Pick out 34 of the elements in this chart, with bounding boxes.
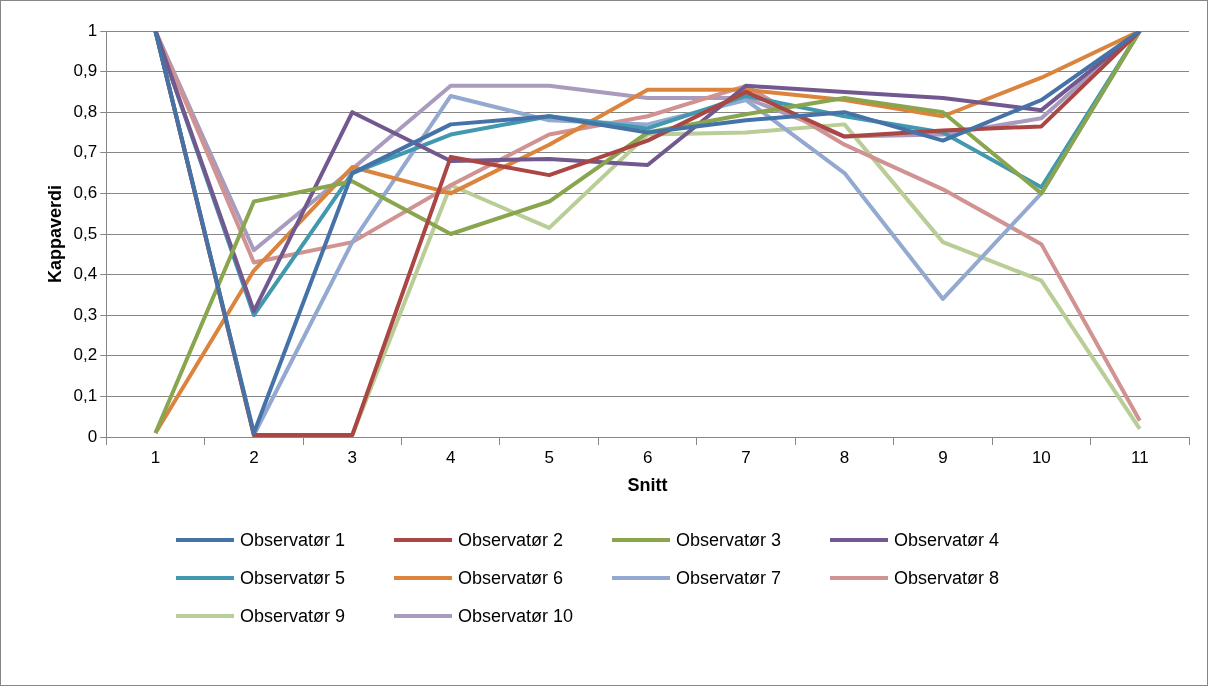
legend-label: Observatør 6	[458, 567, 564, 589]
legend-label: Observatør 3	[676, 529, 782, 551]
y-tick-label: 0,9	[73, 61, 98, 81]
y-tick-label: 0,2	[73, 345, 98, 365]
y-tick-label: 0,3	[73, 304, 98, 324]
y-tick-label: 0,1	[73, 386, 98, 406]
x-tick-label: 11	[1130, 447, 1149, 467]
y-tick-label: 0,6	[73, 183, 98, 203]
x-tick-label: 3	[347, 447, 358, 467]
y-tick-label: 0,7	[73, 142, 98, 162]
y-tick-label: 0,5	[73, 223, 98, 243]
x-axis-title: Snitt	[627, 475, 668, 496]
legend-label: Observatør 8	[894, 567, 1000, 589]
y-tick-label: 0,8	[73, 101, 98, 121]
x-tick-label: 10	[1031, 447, 1051, 467]
y-tick-label: 0	[87, 426, 98, 446]
y-tick-label: 0,4	[73, 264, 98, 284]
x-tick-label: 7	[741, 447, 751, 467]
x-tick-label: 8	[839, 447, 850, 467]
x-tick-label: 2	[249, 447, 259, 467]
legend-label: Observatør 10	[458, 605, 574, 627]
x-tick-label: 6	[642, 447, 653, 467]
legend-label: Observatør 2	[458, 529, 564, 551]
x-tick-label: 9	[938, 447, 948, 467]
legend-label: Observatør 5	[240, 567, 346, 589]
legend-label: Observatør 1	[240, 529, 346, 551]
x-tick-label: 4	[446, 447, 456, 467]
x-tick-label: 5	[544, 447, 554, 467]
legend-label: Observatør 9	[240, 605, 346, 627]
legend-label: Observatør 7	[676, 567, 782, 589]
y-tick-label: 1	[87, 20, 98, 40]
y-axis-title: Kappaverdi	[44, 184, 65, 284]
x-tick-label: 1	[150, 447, 161, 467]
legend-label: Observatør 4	[894, 529, 1000, 551]
